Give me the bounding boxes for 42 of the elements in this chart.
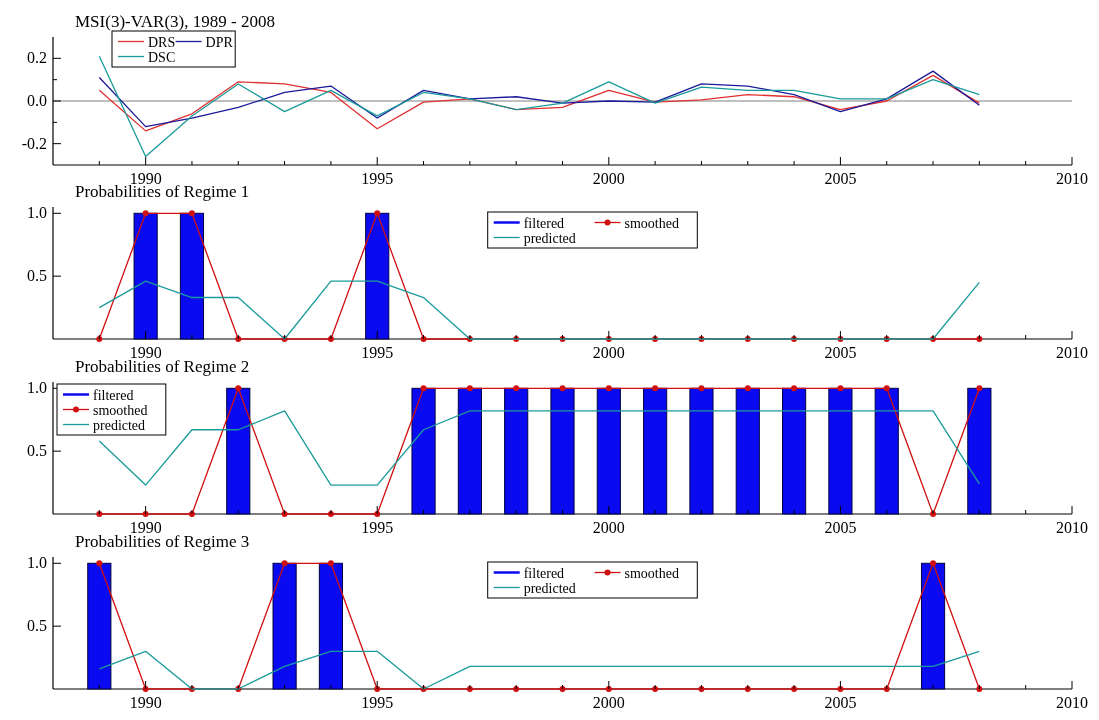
x-tick-label: 1995	[361, 344, 394, 361]
legend-label: predicted	[93, 417, 146, 433]
y-tick-label: 1.0	[27, 204, 47, 222]
legend-label: smoothed	[624, 215, 679, 231]
y-tick-label: 0.5	[27, 267, 47, 285]
y-tick-label: 1.0	[27, 554, 47, 572]
y-tick-label: -0.2	[21, 134, 47, 152]
x-tick-label: 2010	[1056, 170, 1088, 187]
x-tick-label: 1990	[129, 170, 162, 187]
y-tick-label: 0.5	[27, 617, 47, 635]
x-tick-label: 2005	[824, 344, 857, 361]
x-tick-label: 2000	[592, 344, 625, 361]
chart-title: MSI(3)-VAR(3), 1989 - 2008	[75, 12, 275, 31]
x-tick-label: 1995	[361, 170, 394, 187]
x-tick-label: 2005	[824, 694, 857, 711]
x-tick-label: 2005	[824, 170, 857, 187]
x-tick-label: 1990	[129, 694, 162, 711]
legend-label: DSC	[148, 49, 176, 65]
y-tick-label: 1.0	[27, 379, 47, 397]
legend-label: predicted	[523, 230, 576, 246]
x-tick-label: 1995	[361, 694, 394, 711]
x-tick-label: 2010	[1056, 344, 1088, 361]
legend-label: smoothed	[624, 565, 679, 581]
x-tick-label: 2000	[592, 519, 625, 536]
legend-label: predicted	[523, 580, 576, 596]
x-tick-label: 2000	[592, 694, 625, 711]
x-tick-label: 2000	[592, 170, 625, 187]
line-series	[98, 650, 981, 690]
legend-label: DPR	[205, 34, 234, 50]
y-tick-label: 0.5	[27, 442, 47, 460]
line-series	[98, 280, 981, 340]
legend-label: DRS	[148, 34, 176, 50]
y-tick-label: 0.2	[27, 49, 47, 67]
legend-label: filtered	[93, 387, 134, 403]
y-tick-label: 0.0	[27, 92, 47, 109]
legend-label: filtered	[523, 215, 565, 231]
legend-label: filtered	[523, 565, 565, 581]
x-tick-label: 1995	[361, 519, 394, 536]
x-tick-label: 2010	[1056, 519, 1088, 536]
legend-label: smoothed	[93, 402, 148, 418]
x-tick-label: 2010	[1056, 694, 1088, 711]
x-tick-label: 2005	[824, 519, 857, 536]
